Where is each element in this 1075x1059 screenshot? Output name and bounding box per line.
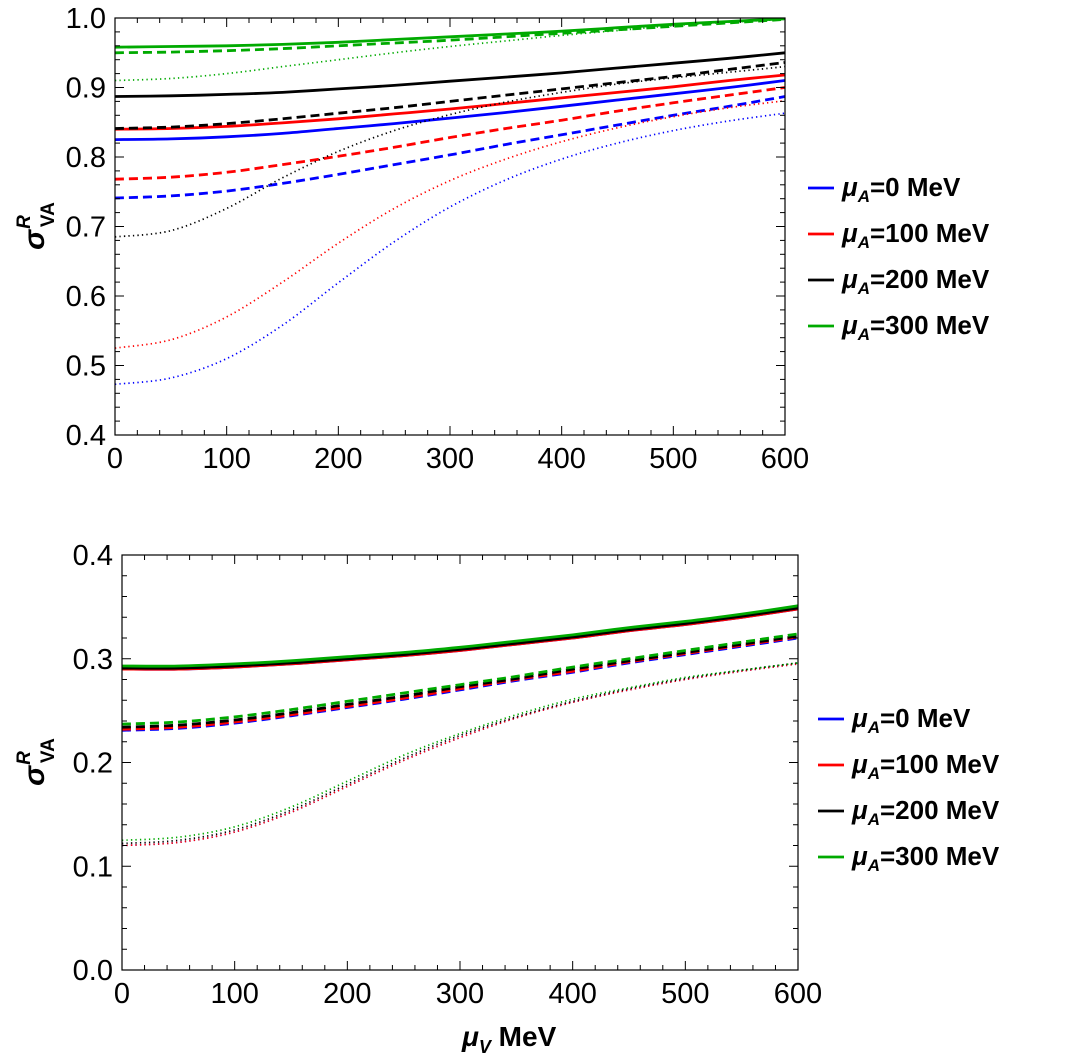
y-tick-label: 0.4 [66,420,106,452]
y-tick-label: 0.9 [66,73,106,105]
x-tick-label: 500 [661,978,709,1010]
series-line-solid-1 [122,607,798,671]
series-line-solid-0 [122,607,798,671]
legend-label-2: μA=200 MeV [841,264,990,298]
series-line-dotted-9 [122,663,798,847]
series-line-dashed-6 [115,61,785,130]
x-tick-label: 200 [323,978,371,1010]
y-axis-sub: VA [38,202,59,227]
x-axis-label: μV MeV [461,1021,557,1057]
x-axis-symbol: μ [461,1021,479,1052]
y-tick-label: 0.6 [66,281,106,313]
x-tick-label: 0 [114,978,130,1010]
series-line-dashed-5 [115,86,785,181]
x-tick-label: 0 [107,443,123,475]
y-tick-label: 1.0 [66,3,106,35]
top-panel: 0 100 200 300 400 500 600 0.4 0.5 0.6 0.7 0.8 0.9 1.0… [14,3,990,475]
x-axis-sub: V [479,1037,493,1057]
y-tick-label: 0.4 [73,540,113,572]
series-line-dashed-7 [122,632,798,726]
y-axis-sub: VA [38,738,59,763]
x-tick-label: 600 [761,443,809,475]
x-tick-label: 300 [426,443,474,475]
series-line-solid-1 [115,73,785,131]
legend-label-1: μA=100 MeV [841,218,990,252]
plot-frame [121,554,799,971]
series-line-solid-0 [115,79,785,141]
series-line-dotted-10 [115,65,785,238]
x-tick-label: 500 [649,443,697,475]
legend-label-0: μA=0 MeV [851,703,971,737]
series-line-solid-2 [122,606,798,670]
y-tick-label: 0.0 [73,955,113,987]
y-axis-sup: R [14,751,35,765]
series-group [115,18,785,386]
y-axis-symbol: σ [18,765,51,786]
y-axis-label: σR VA [14,738,59,786]
y-axis-symbol: σ [18,229,51,250]
x-tick-label: 400 [537,443,585,475]
x-tick-label: 600 [774,978,822,1010]
legend-label-0: μA=0 MeV [841,172,961,206]
legend-label-1: μA=100 MeV [851,749,1000,783]
legend-label-3: μA=300 MeV [841,310,990,344]
series-line-solid-2 [115,51,785,98]
series-line-dashed-4 [115,95,785,200]
x-axis-text: MeV [491,1021,557,1052]
series-line-solid-3 [122,604,798,668]
legend: μA=0 MeV μA=100 MeV μA=200 MeV μA=300 MeV [808,172,990,344]
series-line-dashed-6 [122,634,798,729]
series-group [122,604,798,847]
legend-label-2: μA=200 MeV [851,795,1000,829]
x-tick-label: 100 [210,978,258,1010]
x-tick-label: 400 [548,978,596,1010]
x-tick-label: 100 [202,443,250,475]
y-tick-label: 0.7 [66,212,106,244]
x-tick-label: 200 [314,443,362,475]
legend: μA=0 MeV μA=100 MeV μA=200 MeV μA=300 MeV [818,703,1000,875]
y-tick-label: 0.5 [66,351,106,383]
series-line-dotted-10 [122,662,798,845]
y-tick-label: 0.3 [73,644,113,676]
series-line-dotted-8 [115,112,785,386]
legend-label-3: μA=300 MeV [851,841,1000,875]
x-tick-label: 300 [436,978,484,1010]
y-tick-label: 0.8 [66,142,106,174]
y-axis-sup: R [14,215,35,229]
y-axis-label: σR VA [14,202,59,250]
series-line-dotted-11 [122,662,798,842]
y-tick-label: 0.2 [73,748,113,780]
y-tick-label: 0.1 [73,851,113,883]
